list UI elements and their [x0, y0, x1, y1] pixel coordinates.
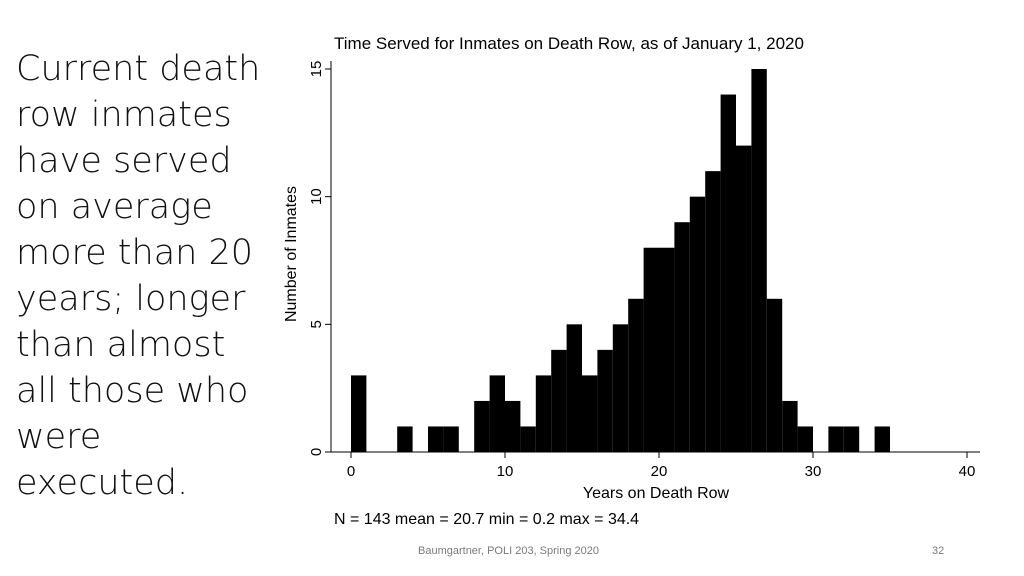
x-tick-label: 30: [805, 463, 822, 480]
text-line: years; longer: [16, 279, 246, 319]
chart-note: N = 143 mean = 20.7 min = 0.2 max = 34.4: [334, 511, 639, 528]
histogram-bar: [351, 375, 367, 452]
histogram-bar: [797, 426, 813, 452]
y-axis-label: Number of Inmates: [283, 186, 300, 322]
histogram-bar: [751, 69, 767, 452]
histogram-bar: [628, 298, 644, 452]
text-line: on average: [16, 187, 213, 227]
histogram-bar: [597, 349, 613, 452]
x-tick-label: 20: [651, 463, 668, 480]
histogram-bar: [705, 171, 721, 452]
histogram-bar: [659, 247, 675, 452]
text-line: more than 20: [16, 233, 253, 273]
plot-area: 0 10 20 30 40 0 5 10 15: [308, 61, 980, 480]
histogram-bar: [566, 324, 582, 452]
histogram-bar: [520, 426, 536, 452]
histogram-bar: [828, 426, 844, 452]
histogram-bar: [505, 400, 521, 452]
histogram-bar: [874, 426, 890, 452]
histogram-bar: [674, 222, 690, 452]
y-tick-label: 10: [308, 188, 325, 205]
histogram-chart: Time Served for Inmates on Death Row, as…: [283, 34, 980, 528]
text-line: all those who: [16, 371, 249, 411]
histogram-bar: [535, 375, 552, 452]
y-tick-label: 15: [308, 61, 325, 78]
histogram-bar: [720, 94, 736, 453]
histogram-bar: [443, 426, 459, 452]
text-line: have served: [16, 141, 232, 181]
histogram-bar: [689, 196, 706, 452]
text-line: than almost: [16, 325, 226, 365]
histogram-bar: [397, 426, 413, 452]
histogram-bar: [843, 426, 860, 452]
page-number: 32: [932, 545, 945, 557]
text-line: Current death: [16, 49, 261, 89]
text-line: were: [16, 417, 102, 457]
histogram-bar: [489, 375, 505, 452]
x-tick-label: 0: [347, 463, 355, 480]
histogram-bar: [612, 324, 629, 452]
histogram-bar: [782, 400, 798, 452]
histogram-bar: [474, 400, 490, 452]
histogram-bar: [428, 426, 444, 452]
histogram-bar: [736, 145, 752, 452]
histogram-bar: [582, 375, 598, 452]
x-tick-label: 40: [959, 463, 976, 480]
y-tick-label: 5: [308, 320, 325, 328]
slide-body-text: Current death row inmates have served on…: [16, 46, 266, 506]
text-line: executed.: [16, 463, 189, 503]
chart-title: Time Served for Inmates on Death Row, as…: [334, 34, 804, 53]
histogram-bar: [643, 247, 659, 452]
x-axis-label: Years on Death Row: [583, 485, 730, 502]
x-tick-label: 10: [497, 463, 514, 480]
y-tick-label: 0: [308, 448, 325, 456]
histogram-bar: [551, 349, 567, 452]
text-line: row inmates: [16, 95, 232, 135]
footer-credit: Baumgartner, POLI 203, Spring 2020: [418, 545, 600, 557]
histogram-bar: [766, 298, 783, 452]
